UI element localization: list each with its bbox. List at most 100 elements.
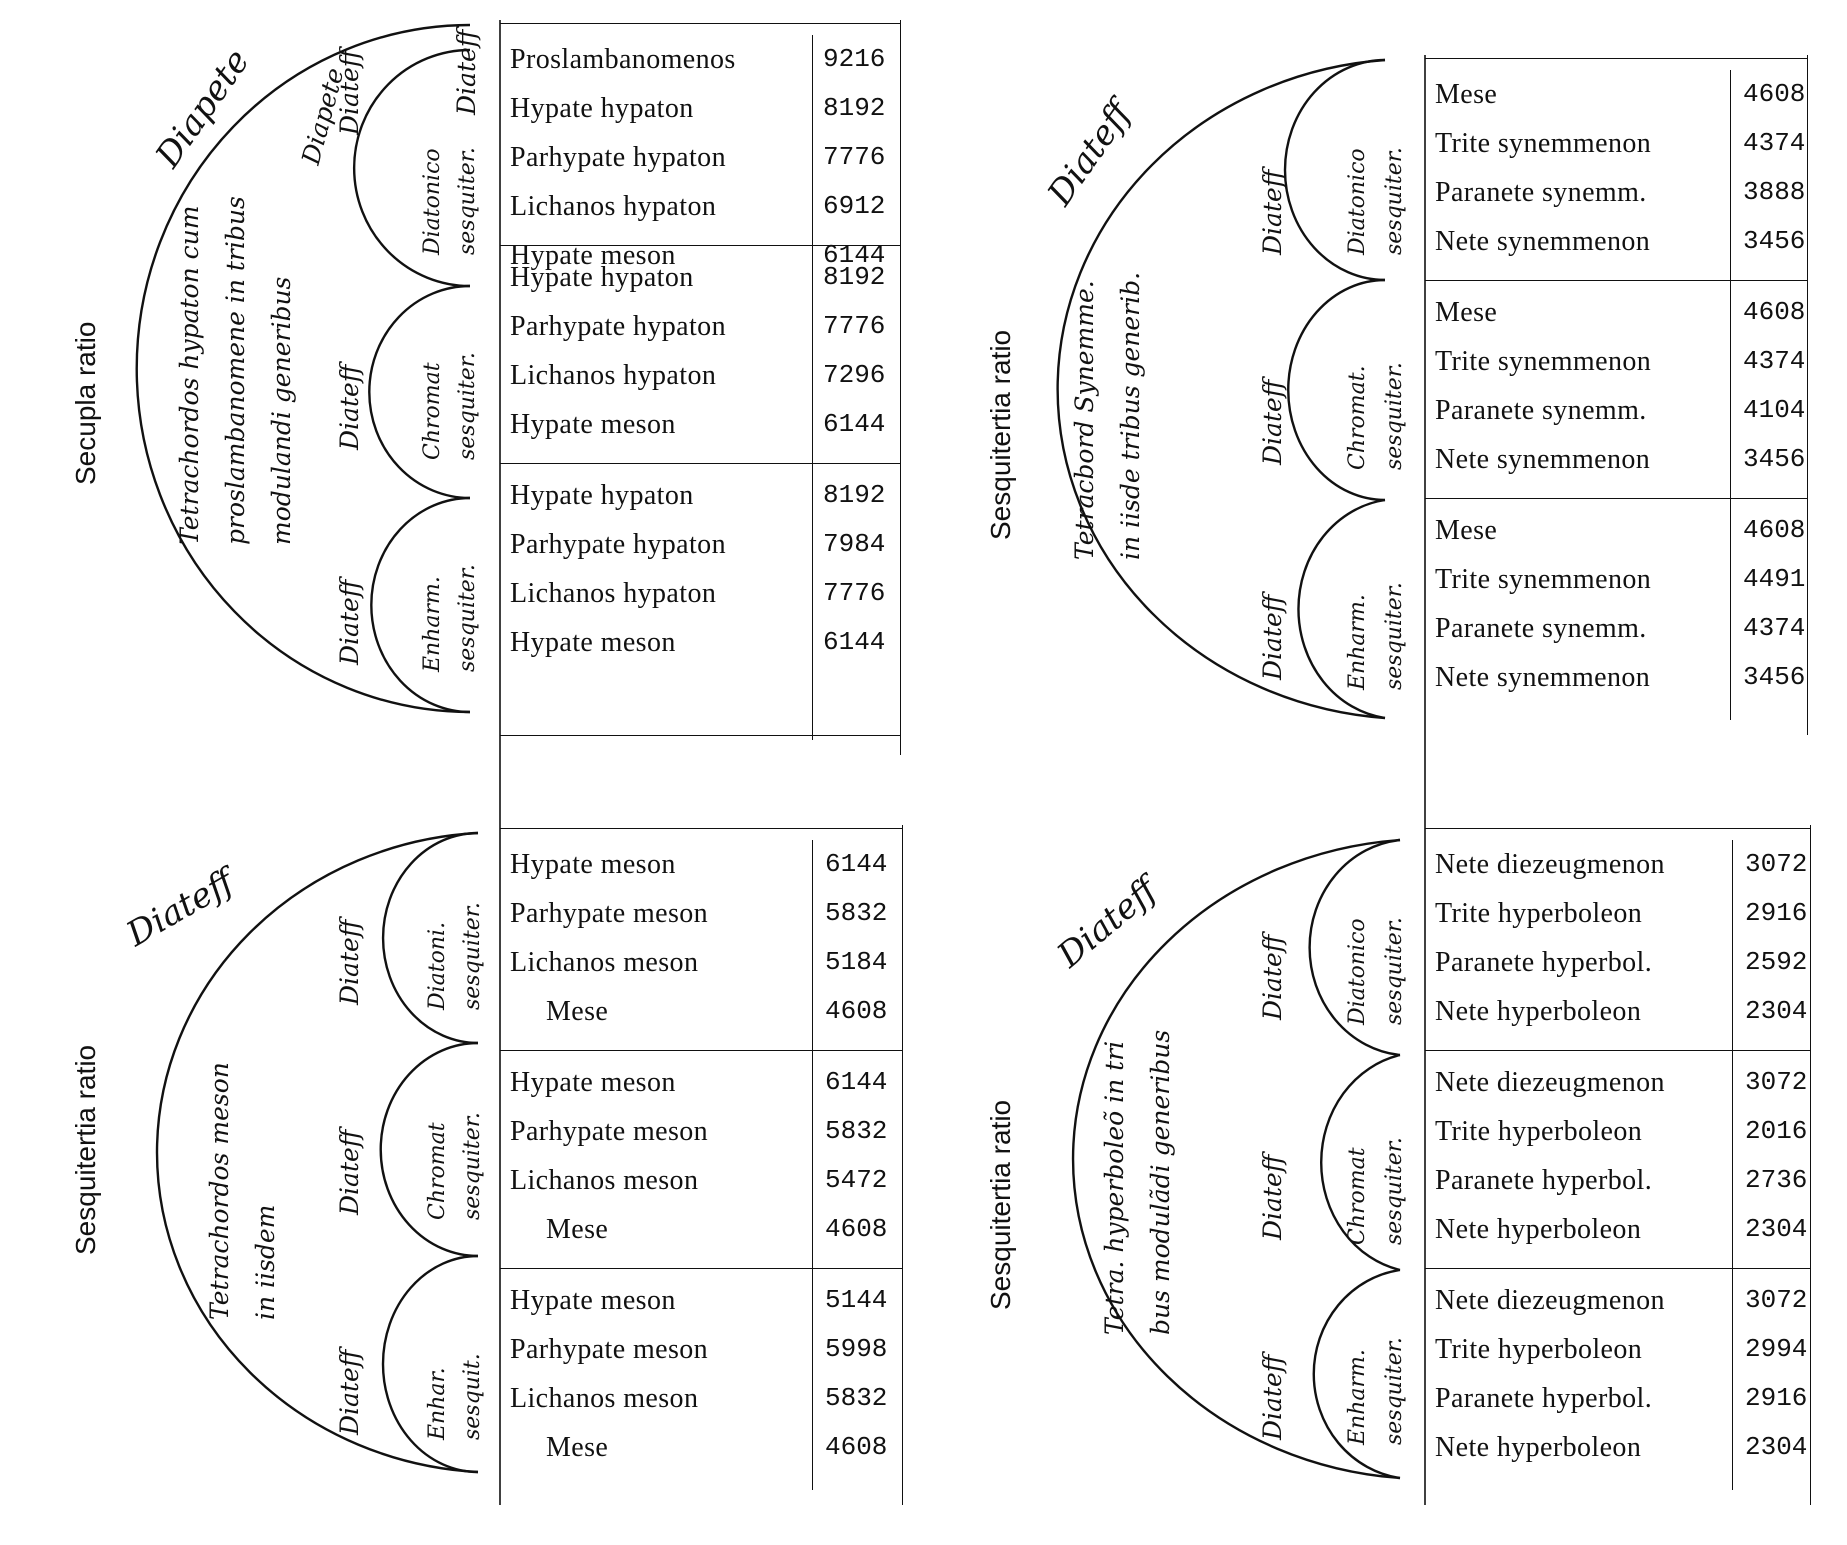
group-divider bbox=[500, 735, 900, 736]
table-row: Lichanos meson 5184 bbox=[500, 938, 902, 987]
table-row: Paranete hyperbol. 2916 bbox=[1425, 1374, 1810, 1423]
genus-name: Enharm. bbox=[420, 576, 445, 672]
genus-group: Proslambanomenos 9216 Hypate hypaton 8192 Pa… bbox=[500, 35, 900, 280]
table-top-rule bbox=[1425, 828, 1810, 829]
table-row: Lichanos hypaton 7296 bbox=[500, 351, 900, 400]
interval-label: Diateff bbox=[335, 1129, 364, 1216]
pitch-name: Parhypate meson bbox=[510, 1116, 709, 1147]
table-row: Parhypate meson 5832 bbox=[500, 889, 902, 938]
pitch-name: Lichanos hypaton bbox=[510, 191, 717, 222]
value-column-rule bbox=[812, 35, 813, 740]
pitch-value: 4608 bbox=[825, 996, 888, 1026]
pitch-table-tl: Proslambanomenos 9216 Hypate hypaton 8192 Pa… bbox=[500, 20, 901, 755]
pitch-value: 3456 bbox=[1743, 226, 1806, 256]
table-row: Hypate meson 6144 bbox=[500, 231, 900, 280]
table-row: Lichanos hypaton 6912 bbox=[500, 182, 900, 231]
pitch-name: Hypate meson bbox=[510, 409, 676, 440]
pitch-value: 4608 bbox=[825, 1432, 888, 1462]
pitch-value: 3072 bbox=[1745, 849, 1808, 879]
pitch-table-br: Nete diezeugmenon 3072 Trite hyperboleon 29… bbox=[1425, 825, 1811, 1505]
table-row: Nete diezeugmenon 3072 bbox=[1425, 840, 1810, 889]
table-top-rule bbox=[1425, 58, 1807, 59]
interval-label: Diateff bbox=[1258, 1354, 1287, 1441]
pitch-name: Nete diezeugmenon bbox=[1435, 1067, 1665, 1098]
genus-name: Enharm. bbox=[1345, 594, 1370, 690]
pitch-value: 5472 bbox=[825, 1165, 888, 1195]
group-divider bbox=[500, 1050, 902, 1051]
genus-ratio: sesquiter. bbox=[460, 1112, 485, 1220]
group-divider bbox=[1425, 1268, 1810, 1269]
genus-arc-tr-3 bbox=[1297, 498, 1386, 720]
genus-arc-tr-2 bbox=[1287, 278, 1386, 502]
ratio-label-tr: Sesquitertia ratio bbox=[985, 329, 1016, 540]
tetrachord-title-line: in iisdem bbox=[251, 1204, 280, 1320]
pitch-value: 2304 bbox=[1745, 996, 1808, 1026]
table-right-rule bbox=[1807, 55, 1808, 735]
tetrachord-title-line: in iisde tribus generib. bbox=[1116, 271, 1145, 560]
table-top-rule bbox=[500, 23, 900, 24]
table-row: Lichanos meson 5472 bbox=[500, 1156, 902, 1205]
genus-group: Mese 4608 Trite synemmenon 4491 Paranete syn… bbox=[1425, 506, 1807, 702]
pitch-name: Nete hyperboleon bbox=[1435, 1214, 1642, 1245]
outer-arc-tl bbox=[135, 23, 471, 714]
genus-ratio: sesquiter. bbox=[1382, 1337, 1407, 1445]
table-row: Trite synemmenon 4374 bbox=[1425, 119, 1807, 168]
pitch-name: Hypate hypaton bbox=[510, 262, 694, 293]
table-row: Hypate meson 6144 bbox=[500, 618, 900, 667]
table-row: Trite synemmenon 4491 bbox=[1425, 555, 1807, 604]
genus-group: Hypate meson 5144 Parhypate meson 5998 Licha… bbox=[500, 1276, 902, 1472]
table-row: Nete hyperboleon 2304 bbox=[1425, 987, 1810, 1036]
table-row: Parhypate meson 5998 bbox=[500, 1325, 902, 1374]
pitch-value: 4374 bbox=[1743, 128, 1806, 158]
pitch-value: 5832 bbox=[825, 1116, 888, 1146]
pitch-value: 5184 bbox=[825, 947, 888, 977]
genus-ratio: sesquiter. bbox=[455, 564, 480, 672]
pitch-name: Parhypate meson bbox=[510, 1334, 709, 1365]
pitch-name: Nete diezeugmenon bbox=[1435, 849, 1665, 880]
pitch-value: 3456 bbox=[1743, 662, 1806, 692]
genus-arc-br-2 bbox=[1320, 1053, 1401, 1272]
interval-label: Diateff bbox=[335, 579, 364, 666]
interval-label: Diateff bbox=[1258, 379, 1287, 466]
pitch-value: 3456 bbox=[1743, 444, 1806, 474]
pitch-value: 2304 bbox=[1745, 1432, 1808, 1462]
table-row: Paranete synemm. 3888 bbox=[1425, 168, 1807, 217]
table-row: Hypate hypaton 8192 bbox=[500, 84, 900, 133]
pitch-name: Paranete synemm. bbox=[1435, 177, 1647, 208]
table-row: Parhypate hypaton 7776 bbox=[500, 302, 900, 351]
tetrachord-title-line: Tetrachordos meson bbox=[205, 1062, 234, 1320]
table-row: Nete diezeugmenon 3072 bbox=[1425, 1276, 1810, 1325]
pitch-value: 4374 bbox=[1743, 346, 1806, 376]
genus-arc-br-1 bbox=[1308, 838, 1401, 1057]
pitch-value: 8192 bbox=[823, 93, 886, 123]
pitch-name: Paranete synemm. bbox=[1435, 395, 1647, 426]
genus-group: Nete diezeugmenon 3072 Trite hyperboleon 29… bbox=[1425, 1276, 1810, 1472]
pitch-name: Nete synemmenon bbox=[1435, 662, 1651, 693]
pitch-name: Hypate meson bbox=[510, 240, 676, 271]
interval-label: Diateff bbox=[1258, 169, 1287, 256]
genus-ratio: sesquiter. bbox=[455, 147, 480, 255]
pitch-value: 6144 bbox=[823, 409, 886, 439]
table-row: Parhypate hypaton 7776 bbox=[500, 133, 900, 182]
pitch-value: 5832 bbox=[825, 1383, 888, 1413]
pitch-name: Paranete hyperbol. bbox=[1435, 947, 1653, 978]
group-divider bbox=[1425, 1050, 1810, 1051]
interval-label: Diateff bbox=[335, 919, 364, 1006]
genus-arc-bl-1 bbox=[381, 831, 479, 1045]
pitch-value: 7296 bbox=[823, 360, 886, 390]
pitch-value: 6912 bbox=[823, 191, 886, 221]
pitch-value: 8192 bbox=[823, 480, 886, 510]
pitch-name: Hypate meson bbox=[510, 1067, 676, 1098]
pitch-value: 3072 bbox=[1745, 1285, 1808, 1315]
genus-ratio: sesquiter. bbox=[1382, 1137, 1407, 1245]
genus-name: Enhar. bbox=[425, 1367, 450, 1440]
pitch-name: Lichanos meson bbox=[510, 947, 699, 978]
group-divider bbox=[500, 1268, 902, 1269]
pitch-value: 4104 bbox=[1743, 395, 1806, 425]
genus-arc-tl-3 bbox=[370, 496, 471, 714]
tetrachord-title-line: Tetracbord Synemme. bbox=[1070, 280, 1099, 560]
pitch-value: 3888 bbox=[1743, 177, 1806, 207]
group-divider bbox=[500, 463, 900, 464]
pitch-value: 7984 bbox=[823, 529, 886, 559]
